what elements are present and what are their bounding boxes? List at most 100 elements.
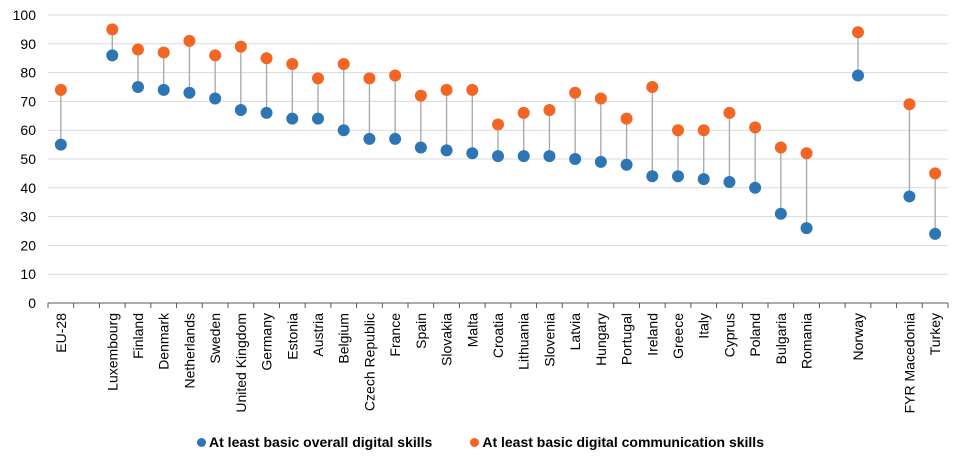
point-overall — [517, 150, 530, 163]
point-communication — [774, 141, 787, 154]
point-overall — [440, 144, 453, 157]
x-category-label: Germany — [259, 313, 275, 371]
point-overall — [234, 104, 247, 117]
legend-marker-communication — [470, 437, 480, 447]
x-category-label: United Kingdom — [233, 313, 249, 413]
y-tick-label: 0 — [28, 295, 36, 311]
x-category-label: Czech Republic — [361, 313, 377, 411]
point-overall — [132, 81, 144, 93]
point-communication — [363, 72, 376, 85]
point-overall — [312, 112, 324, 125]
point-overall — [594, 155, 607, 168]
legend: At least basic overall digital skills At… — [0, 434, 961, 450]
y-tick-label: 100 — [13, 7, 37, 23]
point-communication — [54, 83, 67, 96]
x-category-label: Turkey — [927, 313, 943, 355]
point-overall — [800, 222, 813, 235]
x-category-label: Slovenia — [541, 313, 557, 367]
point-communication — [517, 106, 530, 119]
x-category-label: Lithuania — [516, 313, 532, 370]
point-overall — [363, 132, 376, 145]
x-category-label: Cyprus — [721, 313, 737, 357]
x-category-label: Latvia — [567, 313, 583, 351]
x-axis-ticks — [47, 303, 949, 308]
point-communication — [414, 89, 427, 102]
point-overall — [209, 92, 222, 105]
point-overall — [492, 150, 504, 163]
point-overall — [723, 176, 736, 189]
x-category-label: Malta — [464, 313, 480, 347]
legend-item-communication: At least basic digital communication ski… — [470, 434, 764, 450]
point-communication — [286, 57, 299, 70]
point-overall — [646, 170, 659, 183]
point-communication — [466, 83, 479, 96]
point-overall — [543, 150, 556, 163]
point-communication — [132, 43, 144, 56]
y-tick-label: 10 — [20, 266, 36, 282]
point-overall — [929, 227, 942, 240]
x-category-label: Austria — [310, 313, 326, 357]
point-overall — [466, 147, 479, 160]
point-communication — [157, 46, 170, 59]
point-overall — [749, 181, 762, 194]
x-category-label: Portugal — [619, 313, 635, 365]
point-communication — [312, 72, 324, 85]
point-overall — [157, 83, 170, 96]
x-category-label: Luxembourg — [104, 313, 120, 391]
legend-label-communication: At least basic digital communication ski… — [482, 434, 764, 450]
x-category-label: Finland — [130, 313, 146, 359]
x-category-label: Slovakia — [439, 313, 455, 366]
point-communication — [440, 83, 453, 96]
x-axis-labels: EU-28 Luxembourg Finland Denmark Netherlands… — [53, 312, 943, 413]
x-category-label: Sweden — [207, 313, 223, 364]
x-category-label: EU-28 — [53, 313, 69, 353]
x-category-label: Poland — [747, 313, 763, 357]
point-overall — [620, 158, 633, 171]
point-overall — [569, 153, 582, 165]
point-overall — [414, 141, 427, 154]
point-communication — [903, 98, 916, 111]
point-overall — [389, 132, 402, 145]
x-category-label: Norway — [850, 313, 866, 360]
point-communication — [234, 40, 247, 53]
x-category-label: Spain — [413, 313, 429, 349]
point-communication — [209, 49, 222, 62]
point-communication — [672, 124, 684, 137]
y-tick-label: 60 — [20, 122, 36, 138]
y-tick-label: 90 — [20, 36, 36, 52]
point-communication — [337, 57, 350, 70]
point-overall — [106, 49, 119, 62]
point-overall — [672, 170, 684, 183]
point-communication — [749, 121, 762, 134]
x-category-label: Netherlands — [181, 313, 197, 389]
y-tick-label: 50 — [20, 151, 36, 167]
y-tick-label: 80 — [20, 65, 36, 81]
legend-item-overall: At least basic overall digital skills — [197, 434, 432, 450]
connector-lines — [60, 29, 936, 234]
point-communication — [697, 124, 710, 137]
point-communication — [106, 23, 119, 36]
point-overall — [903, 190, 916, 203]
y-tick-label: 20 — [20, 237, 36, 253]
point-communication — [723, 106, 736, 119]
point-overall — [697, 173, 710, 186]
point-communication — [929, 167, 942, 180]
point-communication — [543, 104, 556, 117]
y-tick-label: 40 — [20, 180, 36, 196]
x-category-label: Bulgaria — [773, 313, 789, 365]
point-overall — [54, 138, 67, 151]
point-overall — [337, 124, 350, 137]
point-overall — [286, 112, 299, 125]
y-tick-label: 30 — [20, 209, 36, 225]
legend-marker-overall — [197, 437, 207, 447]
x-category-label: Greece — [670, 313, 686, 359]
point-communication — [183, 34, 196, 47]
x-category-label: France — [387, 313, 403, 357]
point-communication — [569, 86, 582, 99]
x-category-label: Romania — [799, 313, 815, 369]
point-communication — [646, 81, 659, 93]
x-category-label: FYR Macedonia — [901, 313, 917, 414]
y-axis-ticks: 0 10 20 30 40 50 60 70 80 90 100 — [13, 7, 37, 311]
x-category-label: Estonia — [284, 313, 300, 360]
point-communication — [620, 112, 633, 125]
